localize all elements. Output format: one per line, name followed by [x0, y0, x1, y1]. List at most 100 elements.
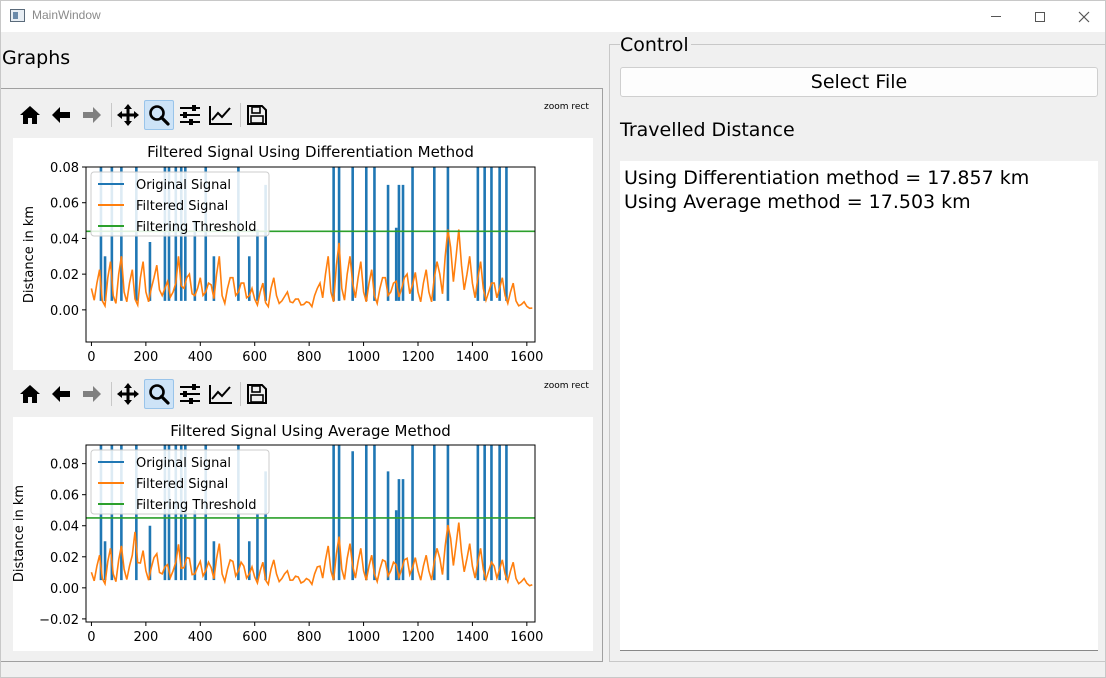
pan-button[interactable]	[113, 100, 143, 130]
y-axis-label: Distance in km	[13, 485, 27, 582]
control-group-label: Control	[620, 34, 691, 56]
back-button[interactable]	[46, 100, 76, 130]
y-tick-label: 0.02	[50, 551, 79, 566]
back-arrow-icon	[52, 386, 70, 402]
maximize-button[interactable]	[1017, 1, 1063, 32]
chart-title: Filtered Signal Using Differentiation Me…	[147, 143, 474, 161]
toolbar-mode-label: zoom rect	[544, 102, 589, 112]
plot-canvas-bottom[interactable]: 0 200 400 600 800 1000 1200 1400 1600 −0.02 0.00 0.…	[13, 417, 593, 651]
y-tick-label: −0.02	[39, 613, 79, 628]
forward-arrow-icon	[83, 107, 101, 123]
result-differentiation: Using Differentiation method = 17.857 km	[624, 167, 1030, 189]
x-tick-label: 1600	[510, 630, 543, 645]
edit-axis-icon	[209, 106, 232, 125]
x-tick-label: 600	[242, 630, 267, 645]
y-tick-label: 0.04	[50, 232, 79, 247]
legend-entry: Filtered Signal	[136, 199, 228, 214]
save-icon	[247, 384, 267, 404]
configure-subplots-button[interactable]	[175, 100, 205, 130]
y-tick-label: 0.00	[50, 304, 79, 319]
legend-box	[90, 449, 270, 515]
legend-entry: Filtered Signal	[136, 477, 228, 492]
pan-icon	[117, 104, 139, 126]
legend: Original Signal Filtered Signal Filtering …	[90, 171, 270, 237]
x-tick-label: 400	[188, 630, 213, 645]
x-tick-label: 1600	[510, 350, 543, 365]
minimize-icon	[991, 16, 1001, 17]
home-button[interactable]	[15, 379, 45, 409]
x-tick-label: 1000	[347, 630, 380, 645]
chart-differentiation: 0 200 400 600 800 1000 1200 1400 1600 0.00 0.02 0.0…	[22, 143, 543, 365]
forward-button[interactable]	[77, 379, 107, 409]
x-tick-label: 400	[188, 350, 213, 365]
y-tick-label: 0.04	[50, 520, 79, 535]
filtered-signal-line	[90, 229, 533, 310]
title-bar[interactable]: MainWindow	[1, 1, 1105, 32]
x-tick-label: 1400	[456, 630, 489, 645]
back-button[interactable]	[46, 379, 76, 409]
pan-icon	[117, 383, 139, 405]
toolbar-mode-label: zoom rect	[544, 381, 589, 391]
forward-button[interactable]	[77, 100, 107, 130]
legend-entry: Filtering Threshold	[136, 220, 257, 235]
home-icon	[20, 106, 40, 124]
legend-box	[90, 171, 270, 237]
edit-axis-button[interactable]	[206, 100, 236, 130]
x-tick-label: 600	[242, 350, 267, 365]
y-axis-label: Distance in km	[22, 206, 37, 303]
select-file-button[interactable]: Select File	[620, 67, 1098, 97]
y-tick-label: 0.08	[50, 458, 79, 473]
y-tick-label: 0.06	[50, 197, 79, 212]
toolbar-separator	[111, 382, 112, 406]
back-arrow-icon	[52, 107, 70, 123]
app-window-icon	[10, 9, 25, 22]
zoom-icon	[149, 105, 170, 126]
zoom-icon	[149, 384, 170, 405]
edit-axis-button[interactable]	[206, 379, 236, 409]
status-bar	[1, 664, 1105, 677]
travelled-distance-label: Travelled Distance	[620, 119, 795, 141]
toolbar-separator	[240, 103, 241, 127]
legend-entry: Filtering Threshold	[136, 498, 257, 513]
graphs-group-label: Graphs	[2, 47, 71, 69]
save-icon	[247, 105, 267, 125]
x-tick-label: 1200	[401, 630, 434, 645]
window-title: MainWindow	[32, 8, 101, 22]
close-icon	[1078, 11, 1090, 22]
y-tick-label: 0.02	[50, 268, 79, 283]
filtered-signal-line	[90, 522, 533, 587]
toolbar-separator	[111, 103, 112, 127]
x-tick-label: 200	[133, 350, 158, 365]
x-tick-label: 1200	[401, 350, 434, 365]
chart-average: 0 200 400 600 800 1000 1200 1400 1600 −0.02 0.00 0.…	[13, 422, 543, 645]
close-button[interactable]	[1061, 1, 1106, 32]
chart-title: Filtered Signal Using Average Method	[170, 422, 451, 440]
y-tick-label: 0.08	[50, 161, 79, 176]
configure-subplots-button[interactable]	[175, 379, 205, 409]
configure-subplots-icon	[180, 384, 200, 404]
results-text-area[interactable]: Using Differentiation method = 17.857 km…	[620, 161, 1098, 651]
toolbar-separator	[240, 382, 241, 406]
x-tick-label: 200	[133, 630, 158, 645]
legend-entry: Original Signal	[136, 178, 231, 193]
home-button[interactable]	[15, 100, 45, 130]
zoom-button[interactable]	[144, 379, 174, 409]
plot-canvas-top[interactable]: 0 200 400 600 800 1000 1200 1400 1600 0.00 0.02 0.0…	[13, 138, 593, 370]
zoom-button[interactable]	[144, 100, 174, 130]
home-icon	[20, 385, 40, 403]
axes-frame	[85, 444, 536, 623]
save-button[interactable]	[242, 379, 272, 409]
maximize-icon	[1035, 11, 1045, 22]
x-tick-label: 0	[87, 350, 95, 365]
x-tick-label: 1400	[456, 350, 489, 365]
pan-button[interactable]	[113, 379, 143, 409]
x-tick-label: 800	[297, 630, 322, 645]
minimize-button[interactable]	[973, 1, 1019, 32]
save-button[interactable]	[242, 100, 272, 130]
x-tick-label: 1000	[347, 350, 380, 365]
y-tick-label: 0.00	[50, 582, 79, 597]
edit-axis-icon	[209, 385, 232, 404]
y-tick-label: 0.06	[50, 489, 79, 504]
x-tick-label: 800	[297, 350, 322, 365]
